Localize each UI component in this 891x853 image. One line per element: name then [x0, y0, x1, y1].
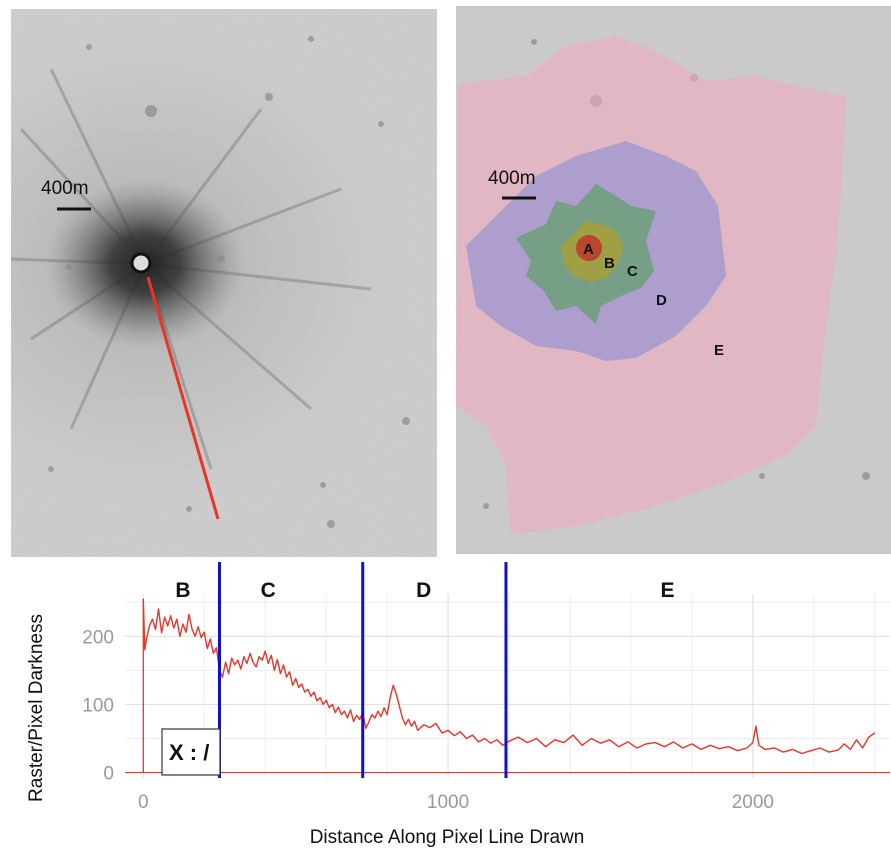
segment-labels: B C D E [175, 579, 674, 602]
zone-label-a: A [583, 241, 594, 258]
zone-label-b: B [604, 255, 615, 272]
chart-series [142, 598, 876, 773]
segment-label-e: E [661, 579, 675, 602]
y-tick-label: 200 [82, 627, 114, 648]
segment-label-b: B [175, 579, 190, 602]
scale-label-right: 400m [488, 168, 536, 189]
zone-label-c: C [627, 263, 638, 280]
x-box: X : / [161, 728, 221, 776]
crater-image-left: 400m [11, 9, 437, 557]
zone-label-d: D [656, 292, 667, 309]
y-tick-label: 100 [82, 695, 114, 716]
y-axis-title: Raster/Pixel Darkness [26, 614, 47, 802]
scale-label-left: 400m [41, 178, 89, 199]
zone-a-region [576, 235, 602, 261]
y-tick-label: 0 [103, 764, 114, 785]
segment-label-d: D [416, 579, 431, 602]
darkness-series-line [142, 598, 876, 755]
x-tick-label: 1000 [427, 792, 469, 813]
x-axis-title: Distance Along Pixel Line Drawn [310, 827, 585, 848]
x-box-label: X : / [169, 740, 209, 765]
central-crater [130, 252, 152, 274]
x-tick-label: 2000 [732, 792, 774, 813]
axis-ticks: 0 1000 2000 0 100 200 [82, 627, 774, 813]
profile-line [146, 276, 220, 520]
darkness-profile-chart: 0 1000 2000 0 100 200 B C D E X : / Distance Alo… [26, 562, 890, 848]
crater-zone-map: A B C D E 400m [456, 6, 891, 554]
zone-label-e: E [714, 342, 724, 359]
x-tick-label: 0 [138, 792, 149, 813]
segment-label-c: C [261, 579, 276, 602]
chart-grid [125, 594, 890, 778]
